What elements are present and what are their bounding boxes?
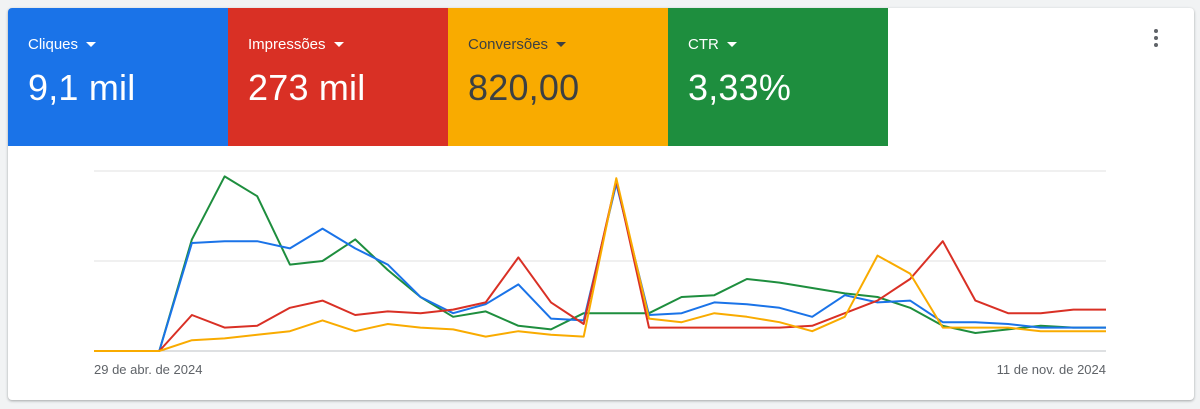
metric-label: Conversões — [468, 36, 549, 53]
performance-chart: 29 de abr. de 2024 11 de nov. de 2024 — [94, 170, 1106, 377]
metric-label: Impressões — [248, 36, 326, 53]
series-line-3 — [94, 177, 1106, 352]
series-line-0 — [94, 175, 1106, 352]
metric-tile-cliques[interactable]: Cliques 9,1 mil — [8, 8, 228, 146]
metric-label: Cliques — [28, 36, 79, 53]
metric-tiles: Cliques 9,1 mil Impressões 273 mil Conve… — [8, 8, 888, 146]
dropdown-caret-icon — [333, 42, 344, 47]
metric-value: 9,1 mil — [28, 67, 136, 108]
metric-label: CTR — [688, 36, 719, 53]
dropdown-caret-icon — [556, 42, 567, 47]
more-vert-icon[interactable] — [1144, 26, 1168, 50]
metric-value: 3,33% — [688, 67, 792, 108]
metric-value: 820,00 — [468, 67, 580, 108]
x-axis-end-label: 11 de nov. de 2024 — [997, 362, 1106, 377]
dropdown-caret-icon — [86, 42, 97, 47]
performance-card: 29 de abr. de 2024 11 de nov. de 2024 Cl… — [8, 8, 1194, 400]
dropdown-caret-icon — [726, 42, 737, 47]
metric-value: 273 mil — [248, 67, 366, 108]
chart-series — [94, 175, 1106, 352]
metric-tile-ctr[interactable]: CTR 3,33% — [668, 8, 888, 146]
x-axis-start-label: 29 de abr. de 2024 — [94, 362, 202, 377]
series-line-2 — [94, 179, 1106, 352]
metric-tile-impressoes[interactable]: Impressões 273 mil — [228, 8, 448, 146]
metric-tile-conversoes[interactable]: Conversões 820,00 — [448, 8, 668, 146]
